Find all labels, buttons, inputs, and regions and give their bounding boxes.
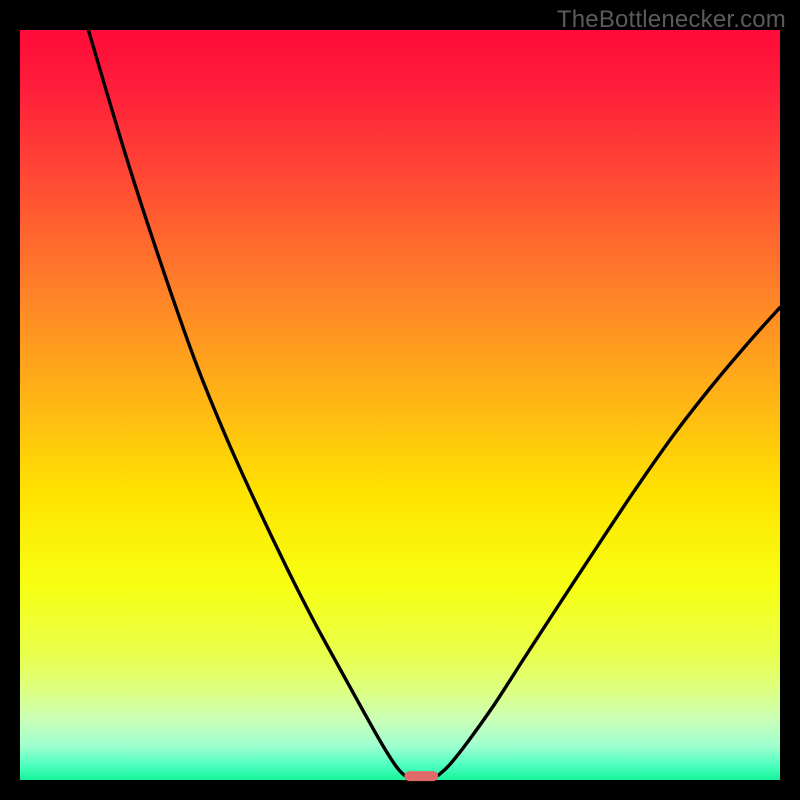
bottleneck-curve bbox=[20, 30, 780, 780]
chart-stage: TheBottlenecker.com bbox=[0, 0, 800, 800]
curve-left-branch bbox=[88, 30, 404, 776]
plot-area bbox=[20, 30, 780, 780]
optimum-marker bbox=[405, 771, 438, 781]
curve-right-branch bbox=[438, 308, 780, 776]
